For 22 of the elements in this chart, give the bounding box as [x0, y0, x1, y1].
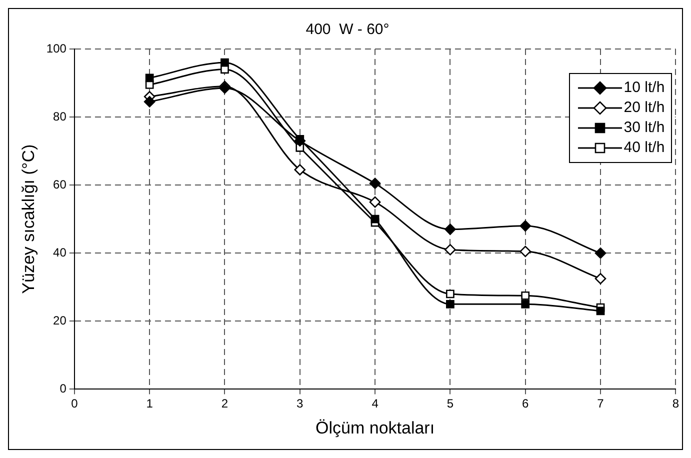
- y-tick-label: 100: [46, 41, 67, 56]
- legend-label: 30 lt/h: [624, 119, 665, 136]
- x-tick-label: 3: [296, 396, 304, 411]
- legend-label: 40 lt/h: [624, 139, 665, 156]
- x-tick-label: 5: [446, 396, 454, 411]
- legend-label: 20 lt/h: [624, 99, 665, 116]
- y-tick-label: 0: [60, 382, 67, 396]
- y-tick-label: 80: [53, 109, 67, 124]
- y-tick-label: 60: [53, 177, 67, 192]
- x-tick-label: 8: [672, 396, 680, 411]
- legend-label: 10 lt/h: [624, 79, 665, 96]
- y-tick-label: 40: [53, 245, 67, 260]
- x-axis-title: Ölçüm noktaları: [316, 418, 435, 438]
- x-tick-label: 2: [221, 396, 228, 411]
- y-tick-label: 20: [53, 313, 67, 328]
- chart-title: 400 W - 60°: [306, 21, 390, 38]
- x-tick-label: 6: [522, 396, 530, 411]
- x-tick-label: 4: [372, 396, 379, 411]
- x-tick-label: 0: [71, 396, 78, 411]
- y-axis-title: Yüzey sıcaklığı (°C): [18, 144, 38, 294]
- x-tick-label: 1: [146, 396, 154, 411]
- x-tick-label: 7: [597, 396, 604, 411]
